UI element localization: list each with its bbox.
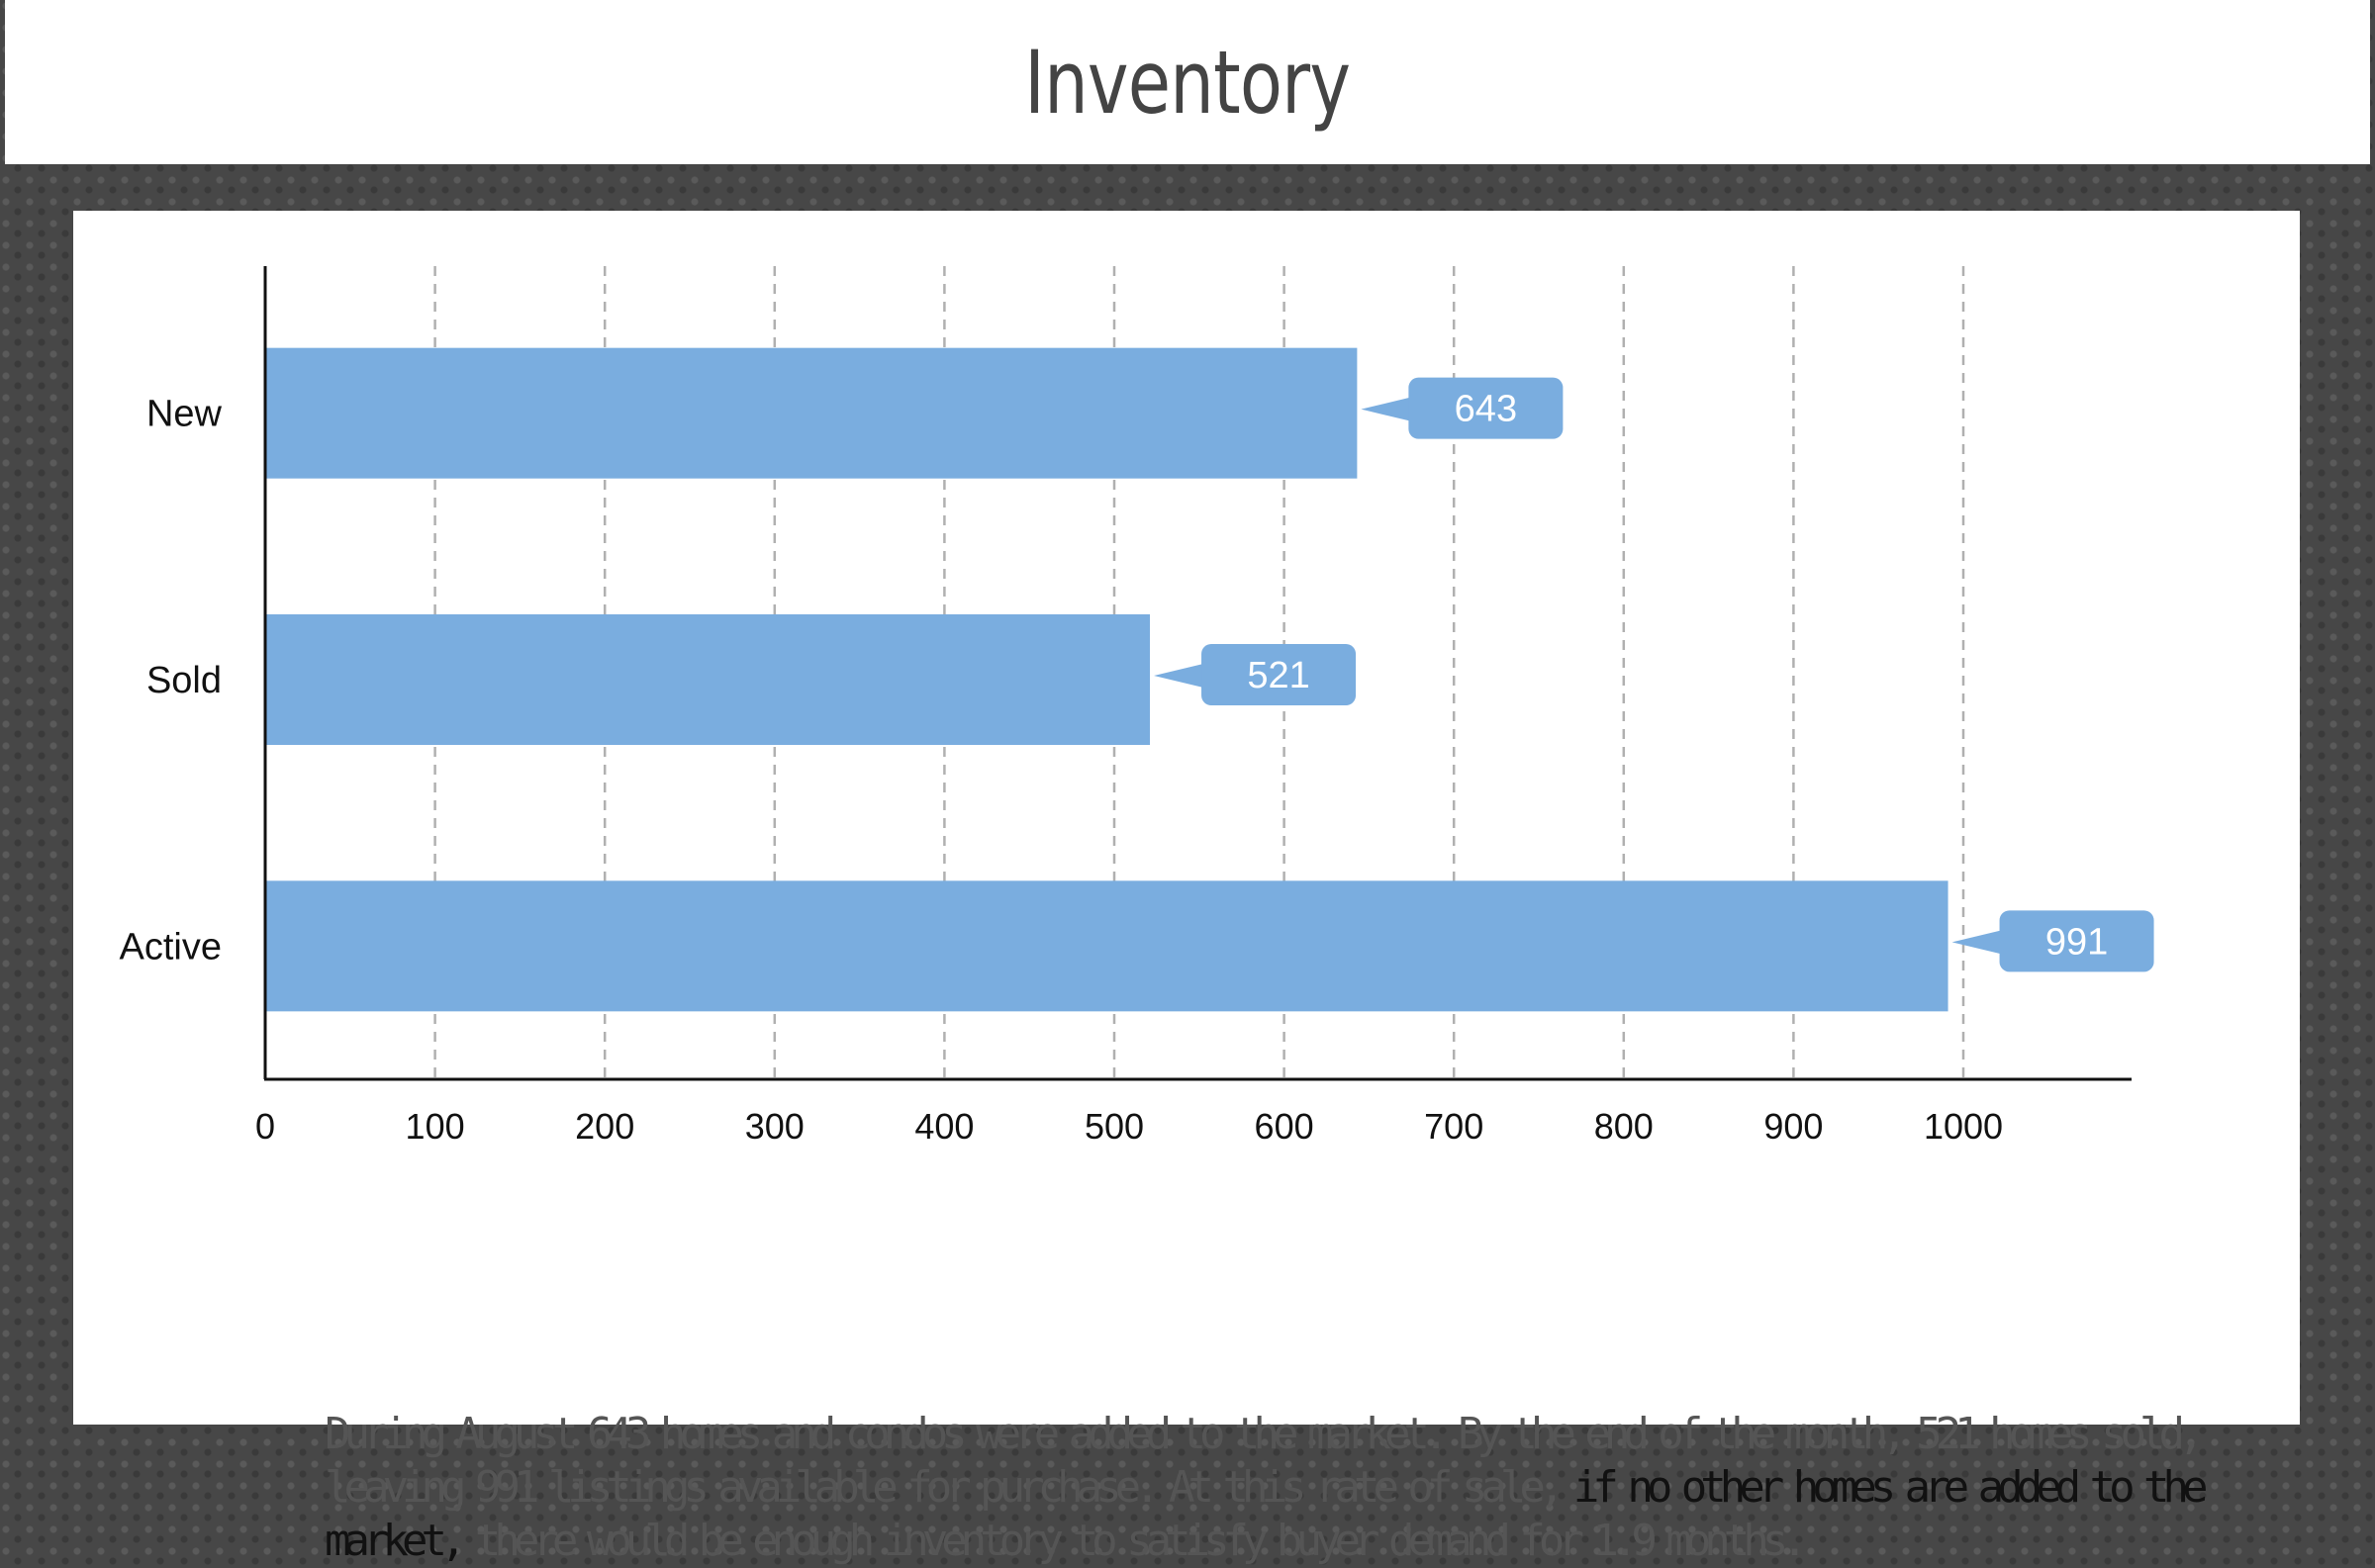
category-label-sold: Sold (146, 660, 222, 701)
caption-text-end: there would be enough inventory to satis… (459, 1516, 1808, 1566)
bar-sold (265, 614, 1151, 745)
x-tick-label-700: 700 (1424, 1106, 1483, 1147)
x-tick-label-600: 600 (1255, 1106, 1314, 1147)
summary-caption: During August 643 homes and condos were … (325, 1408, 2209, 1568)
callout-box-active (1999, 910, 2154, 972)
x-tick-label-0: 0 (255, 1106, 275, 1147)
category-label-new: New (146, 394, 223, 435)
chart-panel: 0 100 200 300 400 500 600 700 800 900 1000 New 643 So… (73, 211, 2300, 1566)
labels: 0 100 200 300 400 500 600 700 800 900 1000 New 643 So… (120, 377, 2154, 1147)
callout-box-sold (1201, 644, 1357, 705)
callout-pointer-active (1951, 930, 2002, 955)
axes (263, 266, 2132, 1081)
data-label-sold: 521 (1247, 655, 1309, 696)
inventory-bar-chart: 0 100 200 300 400 500 600 700 800 900 1000 New 643 So… (120, 266, 2154, 1147)
bar-new (265, 347, 1358, 479)
header-bar: Inventory (5, 0, 2370, 164)
callout-pointer-sold (1154, 664, 1204, 688)
data-label-new: 643 (1455, 389, 1517, 430)
x-tick-label-400: 400 (914, 1106, 974, 1147)
bar-active (265, 880, 1948, 1012)
callout-pointer-new (1361, 397, 1411, 421)
x-tick-label-1000: 1000 (1924, 1106, 2003, 1147)
page-title: Inventory (1024, 31, 1351, 134)
x-tick-label-100: 100 (406, 1106, 465, 1147)
data-label-active: 991 (2045, 921, 2108, 963)
category-label-active: Active (120, 926, 222, 968)
x-tick-label-300: 300 (745, 1106, 805, 1147)
x-tick-label-900: 900 (1763, 1106, 1823, 1147)
bars (265, 347, 1948, 1012)
callout-box-new (1408, 377, 1564, 439)
x-tick-label-500: 500 (1085, 1106, 1144, 1147)
x-tick-label-200: 200 (575, 1106, 634, 1147)
x-tick-label-800: 800 (1594, 1106, 1654, 1147)
